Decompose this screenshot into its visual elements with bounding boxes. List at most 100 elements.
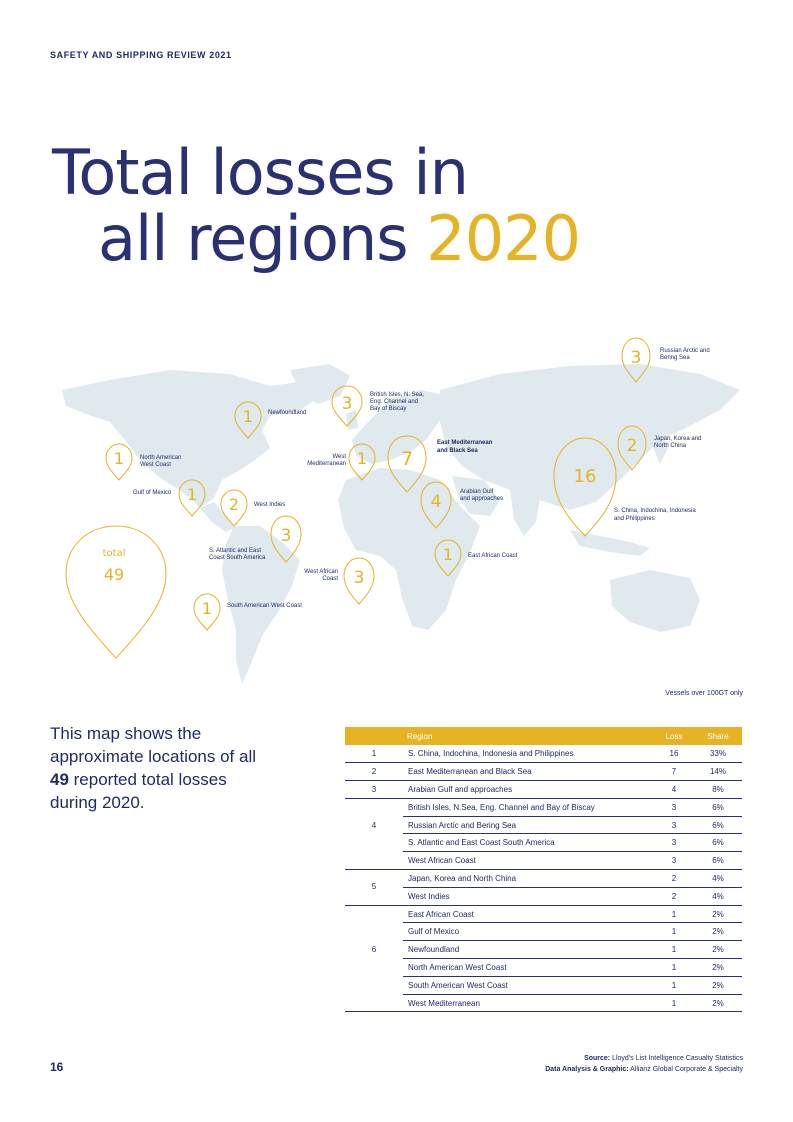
page-title: Total losses in all regions 2020 bbox=[52, 140, 581, 272]
pin-num-eac: 1 bbox=[443, 545, 453, 564]
central-america-land bbox=[200, 502, 234, 532]
share-cell: 6% bbox=[694, 798, 742, 817]
loss-cell: 1 bbox=[654, 976, 694, 995]
pin-label-eac: East African Coast bbox=[468, 553, 518, 559]
col-rank bbox=[345, 727, 403, 745]
vessels-note: Vessels over 100GT only bbox=[665, 690, 743, 697]
loss-cell: 1 bbox=[654, 940, 694, 960]
pin-label-ra: Russian Arctic and Bering Sea bbox=[660, 348, 710, 361]
page-number: 16 bbox=[50, 1060, 64, 1074]
pin-label-wm: West Mediterranean bbox=[307, 454, 346, 467]
pin-num-sc: 16 bbox=[574, 466, 597, 487]
world-map: total 49 1 1 2 1 3 1 7 4 3 3 1 1 16 2 3 … bbox=[0, 330, 793, 710]
region-cell: S. China, Indochina, Indonesia and Phili… bbox=[403, 745, 654, 764]
pin-arabian-gulf bbox=[420, 481, 452, 529]
loss-cell: 16 bbox=[654, 745, 694, 764]
share-cell: 4% bbox=[694, 869, 742, 888]
pin-label-sawc: South American West Coast bbox=[227, 603, 302, 609]
region-cell: West African Coast bbox=[403, 851, 654, 871]
title-line2-wrap: all regions 2020 bbox=[52, 206, 581, 272]
rank-cell bbox=[345, 905, 403, 923]
rank-cell: 5 bbox=[345, 883, 403, 906]
greenland-land bbox=[290, 364, 350, 404]
pin-num-sawc: 1 bbox=[202, 599, 212, 618]
rank-cell: 3 bbox=[345, 780, 403, 799]
share-cell: 8% bbox=[694, 780, 742, 799]
share-cell: 2% bbox=[694, 922, 742, 942]
pin-num-jk: 2 bbox=[627, 436, 638, 456]
table-row: West African Coast 3 6% bbox=[345, 851, 742, 871]
table-row: 4 Russian Arctic and Bering Sea 3 6% bbox=[345, 816, 742, 835]
loss-cell: 3 bbox=[654, 851, 694, 871]
pin-num-bi: 3 bbox=[342, 394, 353, 414]
total-pin bbox=[65, 525, 167, 659]
pin-num-ag: 4 bbox=[431, 492, 442, 512]
loss-cell: 1 bbox=[654, 905, 694, 924]
south-america-land bbox=[222, 526, 300, 684]
loss-cell: 7 bbox=[654, 762, 694, 782]
pin-label-wac: West African Coast bbox=[304, 569, 338, 582]
rank-cell: 6 bbox=[371, 945, 377, 955]
rank-cell: 1 bbox=[345, 745, 403, 764]
share-cell: 6% bbox=[694, 851, 742, 871]
title-line1: Total losses in bbox=[52, 136, 469, 209]
pin-label-sa: S. Atlantic and East Coast South America bbox=[209, 548, 266, 561]
rank-cell: 4 bbox=[371, 820, 377, 830]
pin-label-nf: Newfoundland bbox=[268, 410, 306, 416]
intro-part1: This map shows the approximate locations… bbox=[50, 724, 257, 766]
table-row: 2 East Mediterranean and Black Sea 7 14% bbox=[345, 762, 742, 782]
table-row: S. Atlantic and East Coast South America… bbox=[345, 833, 742, 853]
intro-part2: reported total losses during 2020. bbox=[50, 770, 227, 812]
pin-japan-korea bbox=[617, 425, 647, 471]
table-row: 3 Arabian Gulf and approaches 4 8% bbox=[345, 780, 742, 799]
share-cell: 14% bbox=[694, 762, 742, 782]
table-row: 6 Newfoundland 1 2% bbox=[345, 940, 742, 960]
title-line2: all regions bbox=[98, 202, 409, 275]
pin-east-african-coast bbox=[434, 539, 462, 577]
pin-west-indies bbox=[220, 489, 248, 527]
rank-cell bbox=[345, 834, 403, 852]
pin-label-ag: Arabian Gulf and approaches bbox=[460, 489, 503, 502]
rank-cell bbox=[345, 959, 403, 977]
japan-land bbox=[650, 430, 668, 464]
rank-cell bbox=[345, 976, 403, 994]
africa-land bbox=[338, 468, 480, 630]
source-label: Source: bbox=[584, 1055, 611, 1062]
rank-cell bbox=[345, 798, 403, 816]
loss-cell: 1 bbox=[654, 922, 694, 942]
losses-table: Region Loss Share 1 S. China, Indochina,… bbox=[345, 727, 742, 1013]
table-row: 5 West Indies 2 4% bbox=[345, 883, 742, 906]
pin-russian-arctic bbox=[621, 337, 651, 383]
total-value: 49 bbox=[104, 565, 124, 584]
table-row: 1 S. China, Indochina, Indonesia and Phi… bbox=[345, 745, 742, 764]
region-cell: East African Coast bbox=[403, 905, 654, 924]
pin-label-sc: S. China, Indochina, Indonesia and Philip… bbox=[614, 508, 696, 522]
europe-land bbox=[352, 390, 450, 464]
pin-north-american-west-coast bbox=[105, 443, 133, 481]
region-cell: Russian Arctic and Bering Sea bbox=[403, 816, 654, 835]
analysis-text: Allianz Global Corporate & Specialty bbox=[630, 1066, 743, 1073]
map-pins bbox=[65, 337, 651, 659]
pin-south-american-west-coast bbox=[193, 593, 221, 631]
continents bbox=[62, 364, 740, 684]
pin-label-wi: West Indies bbox=[254, 502, 285, 508]
pin-num-nawc: 1 bbox=[114, 449, 124, 468]
loss-cell: 1 bbox=[654, 994, 694, 1013]
table-row: Gulf of Mexico 1 2% bbox=[345, 922, 742, 942]
region-cell: West Indies bbox=[403, 887, 654, 906]
running-header: SAFETY AND SHIPPING REVIEW 2021 bbox=[50, 50, 232, 60]
pin-num-sa: 3 bbox=[281, 526, 292, 546]
arabia-land bbox=[452, 476, 500, 516]
total-label: total bbox=[103, 548, 126, 559]
loss-cell: 3 bbox=[654, 816, 694, 835]
col-region: Region bbox=[403, 727, 654, 745]
pin-num-ra: 3 bbox=[631, 348, 642, 368]
share-cell: 33% bbox=[694, 745, 742, 764]
share-cell: 2% bbox=[694, 976, 742, 995]
col-share: Share bbox=[694, 727, 742, 745]
table-row: Japan, Korea and North China 2 4% bbox=[345, 869, 742, 888]
pin-newfoundland bbox=[234, 401, 262, 439]
table-header-row: Region Loss Share bbox=[345, 727, 742, 745]
source-line: Source: Lloyd's List Intelligence Casual… bbox=[545, 1053, 743, 1064]
asia-land bbox=[440, 364, 740, 510]
